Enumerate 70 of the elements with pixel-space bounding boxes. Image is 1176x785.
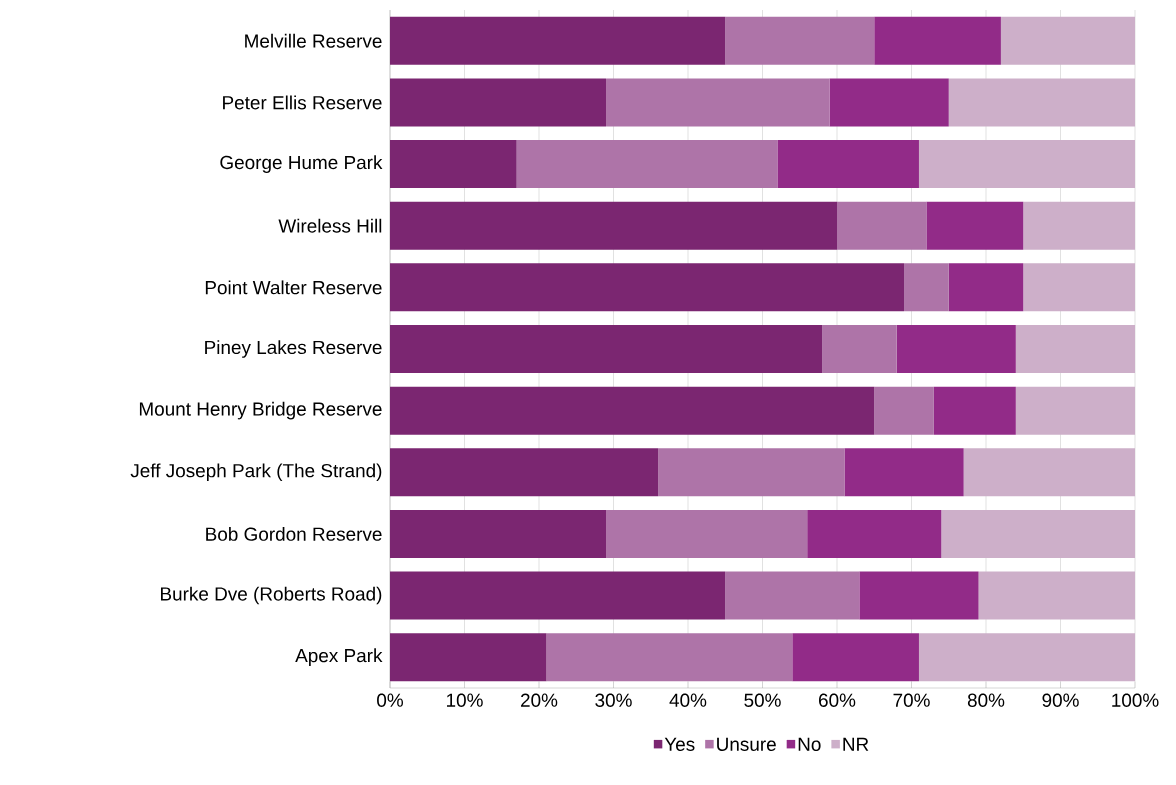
x-tick-label: 90%: [1042, 693, 1079, 707]
legend-label: Unsure: [717, 737, 776, 751]
bar: [725, 571, 860, 620]
x-tick-label: 70%: [893, 693, 930, 707]
bar: [516, 140, 778, 189]
y-tick-label: Wireless Hill: [278, 218, 382, 233]
bar: [874, 386, 934, 435]
y-tick-label: Jeff Joseph Park (The Strand): [130, 463, 382, 482]
bar: [948, 263, 1024, 312]
bar: [390, 571, 726, 620]
bar: [1015, 386, 1136, 435]
bar: [390, 448, 659, 497]
bar: [658, 448, 845, 497]
y-tick-label: Piney Lakes Reserve: [205, 340, 382, 358]
y-tick-label: Point Walter Reserve: [205, 280, 382, 295]
bar: [1000, 16, 1136, 65]
bar: [606, 78, 830, 127]
y-tick-label: Peter Ellis Reserve: [223, 95, 382, 110]
bar: [963, 448, 1136, 497]
x-tick-label: 10%: [447, 693, 483, 707]
bar: [941, 509, 1136, 558]
y-tick-label: Melville Reserve: [245, 33, 382, 48]
x-tick-label: 80%: [967, 693, 1005, 707]
x-tick-label: 30%: [595, 693, 632, 707]
bar: [918, 633, 1136, 682]
bar: [1023, 263, 1136, 312]
bar: [948, 78, 1136, 127]
bar: [918, 140, 1136, 189]
bar: [792, 633, 919, 682]
bar: [926, 201, 1024, 250]
bar: [844, 448, 964, 497]
legend-label: NR: [843, 737, 869, 751]
bar: [837, 201, 927, 250]
bar: [390, 263, 905, 312]
bar: [1015, 325, 1136, 373]
bar: [606, 509, 808, 558]
legend-label: Yes: [664, 737, 695, 751]
x-tick-label: 40%: [669, 693, 707, 707]
y-tick-label: George Hume Park: [220, 155, 383, 173]
x-tick-label: 20%: [521, 693, 558, 707]
bar: [829, 78, 949, 127]
bar: [777, 140, 919, 189]
bar: [390, 386, 875, 435]
bar: [390, 325, 823, 373]
y-tick-label: Mount Henry Bridge Reserve: [139, 401, 382, 420]
bar: [725, 16, 875, 65]
x-tick-label: 60%: [819, 693, 856, 707]
bar: [390, 633, 547, 682]
y-tick-label: Burke Dve (Roberts Road): [161, 586, 382, 605]
legend-label: No: [798, 737, 821, 751]
bar: [933, 386, 1016, 435]
bar: [896, 325, 1016, 373]
bar: [807, 509, 942, 558]
x-tick-label: 50%: [744, 693, 781, 707]
bar: [859, 571, 979, 620]
bar: [390, 509, 607, 558]
bar: [822, 325, 897, 373]
bar: [390, 201, 838, 250]
y-tick-label: Apex Park: [295, 648, 383, 667]
y-tick-label: Bob Gordon Reserve: [206, 526, 382, 541]
bar: [390, 16, 726, 65]
bar: [546, 633, 793, 682]
x-tick-label: 100%: [1112, 693, 1159, 707]
bar: [1023, 201, 1136, 250]
x-tick-label: 0%: [377, 693, 403, 707]
bar: [874, 16, 1001, 65]
bar: [390, 78, 607, 127]
bar: [978, 571, 1136, 620]
bar: [390, 140, 517, 189]
bar: [904, 263, 949, 312]
